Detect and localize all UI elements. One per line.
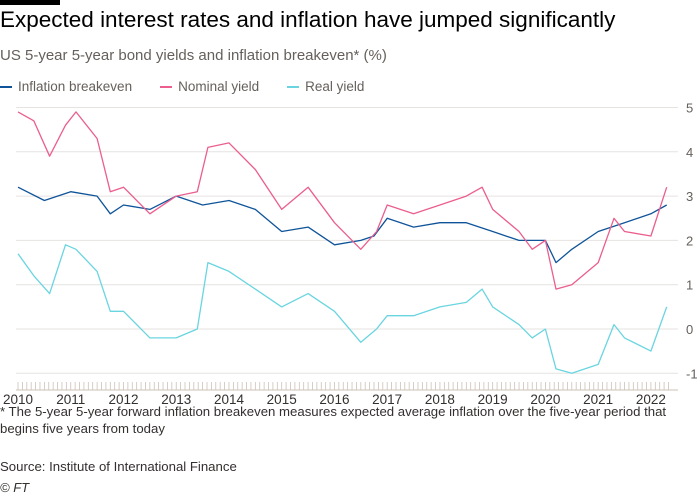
legend-label: Nominal yield — [178, 79, 260, 94]
x-tick-label: 2017 — [372, 392, 402, 407]
footnote: * The 5-year 5-year forward inflation br… — [0, 404, 667, 436]
y-tick-label: 5 — [686, 101, 693, 116]
x-tick-label: 2022 — [636, 392, 666, 407]
y-tick-label: 2 — [686, 233, 693, 248]
x-tick-label: 2020 — [530, 392, 560, 407]
y-tick-label: 1 — [686, 278, 693, 293]
series-line-inflation-breakeven — [17, 186, 668, 264]
series-line-real-yield — [17, 244, 668, 374]
x-tick-label: 2012 — [108, 392, 138, 407]
y-tick-label: 4 — [686, 145, 693, 160]
line-chart: 5 4 3 2 1 0 -1 2010 2011 2012 2013 2014 2015 2016 2017… — [3, 101, 698, 408]
legend-item-nominal-yield: Nominal yield — [160, 79, 259, 94]
ft-tag-bar — [0, 0, 60, 5]
x-tick-label: 2021 — [583, 392, 613, 407]
legend-swatch — [0, 86, 12, 89]
x-tick-label: 2014 — [214, 392, 245, 407]
legend-item-inflation-breakeven: Inflation breakeven — [0, 79, 132, 94]
legend-label: Inflation breakeven — [18, 79, 133, 94]
y-tick-label: 0 — [686, 322, 693, 337]
y-tick-label: 3 — [686, 189, 693, 204]
x-tick-label: 2015 — [267, 392, 297, 407]
legend-swatch — [160, 86, 173, 89]
series-line-nominal-yield — [17, 111, 668, 290]
x-tick-label: 2011 — [56, 392, 85, 407]
x-tick-label: 2018 — [425, 392, 455, 407]
legend: Inflation breakeven Nominal yield Real y… — [0, 79, 364, 94]
x-tick-label: 2010 — [3, 392, 33, 407]
source: Source: Institute of International Finan… — [0, 459, 237, 474]
legend-swatch — [287, 86, 300, 89]
chart-title: Expected interest rates and inflation ha… — [0, 7, 616, 32]
legend-label: Real yield — [305, 79, 365, 94]
x-tick-label: 2013 — [161, 392, 191, 407]
x-tick-label: 2019 — [478, 392, 508, 407]
x-tick-label: 2016 — [319, 392, 349, 407]
legend-item-real-yield: Real yield — [287, 79, 364, 94]
copyright: © FT — [0, 480, 30, 495]
chart-subtitle: US 5-year 5-year bond yields and inflati… — [0, 47, 387, 64]
y-tick-label: -1 — [686, 366, 698, 381]
